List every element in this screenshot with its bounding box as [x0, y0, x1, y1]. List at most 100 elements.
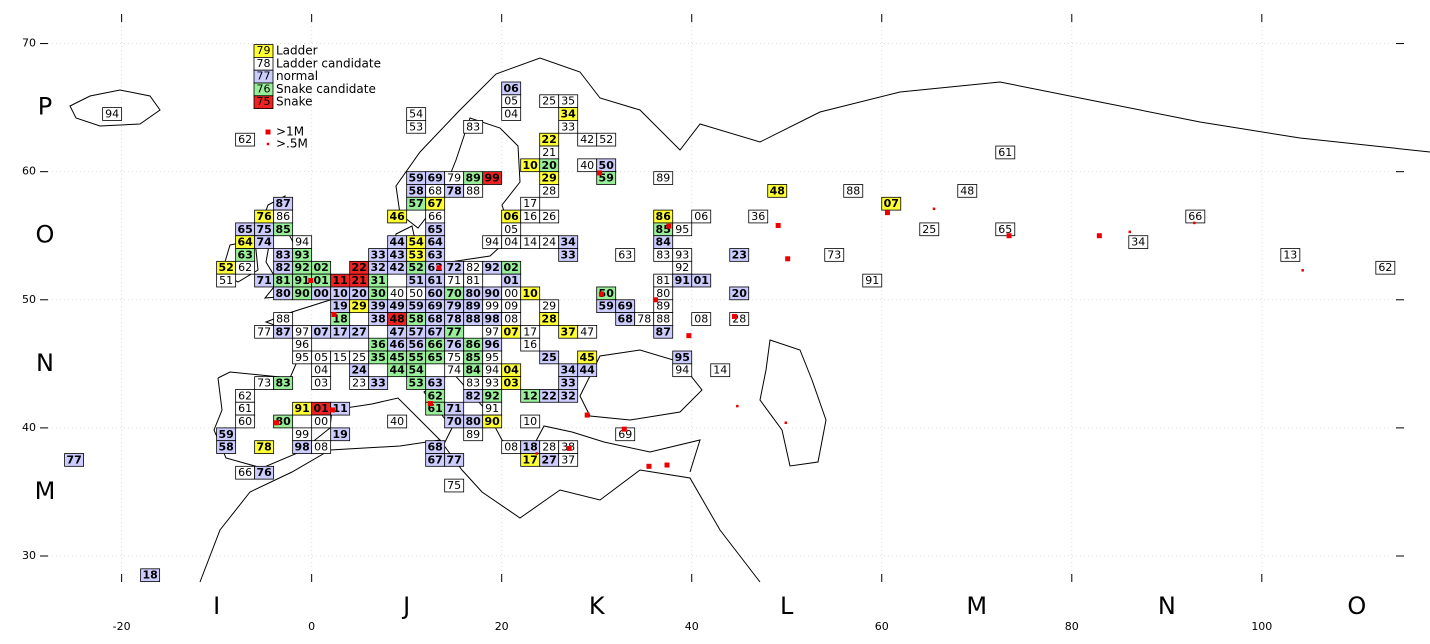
square-label: 75 [256, 223, 271, 236]
square-label: 01 [313, 274, 328, 287]
square-label: 36 [371, 338, 387, 351]
field-label: N [1158, 592, 1176, 620]
grid-square [501, 107, 522, 121]
square-label: 59 [409, 300, 424, 313]
square-label: 67 [428, 197, 443, 210]
square-label: 20 [352, 287, 368, 300]
square-label: 91 [485, 402, 499, 415]
black-sea [579, 349, 703, 421]
square-label: 90 [485, 287, 501, 300]
square-label: 12 [523, 389, 538, 402]
square-label: 29 [352, 300, 367, 313]
grid-square [311, 414, 332, 429]
square-label: 88 [656, 312, 670, 325]
square-label: 53 [409, 377, 424, 390]
city [598, 291, 604, 297]
square-label: 14 [523, 236, 537, 249]
square-label: 31 [371, 274, 386, 287]
square-label: 65 [237, 223, 252, 236]
square-label: 25 [922, 223, 936, 236]
grid-square [577, 324, 598, 339]
square-label: 84 [466, 364, 482, 377]
square-label: 25 [352, 351, 366, 364]
square-label: 22 [542, 389, 557, 402]
city [686, 333, 692, 339]
square-label: 03 [504, 377, 519, 390]
square-label: 62 [238, 389, 252, 402]
square-label: 83 [275, 248, 290, 261]
city [664, 462, 670, 468]
grid-square [311, 376, 332, 390]
legend-label: Ladder [276, 44, 318, 58]
grid-square [691, 273, 712, 288]
square-label: 07 [313, 325, 328, 338]
square-label: 29 [542, 172, 557, 185]
square-label: 93 [675, 248, 689, 261]
square-label: 16 [523, 338, 537, 351]
square-label: 35 [371, 351, 386, 364]
square-label: 36 [751, 210, 765, 223]
legend-sample: 78 [257, 57, 271, 70]
square-label: 90 [294, 287, 310, 300]
square-label: 28 [542, 312, 557, 325]
legend-city-label: >.5M [276, 137, 308, 151]
city [330, 407, 336, 413]
square-label: 68 [618, 312, 633, 325]
square-label: 91 [294, 402, 309, 415]
square-label: 77 [66, 453, 81, 466]
square-label: 16 [523, 210, 537, 223]
grid-square [596, 132, 617, 147]
square-label: 04 [504, 364, 520, 377]
grid-square [463, 427, 484, 442]
square-label: 82 [275, 261, 290, 274]
city [331, 312, 337, 318]
square-label: 60 [238, 415, 252, 428]
square-label: 86 [276, 210, 290, 223]
grid-square [843, 184, 864, 198]
city [584, 412, 590, 418]
caspian-sea [759, 339, 827, 467]
x-tick-label: 40 [685, 620, 699, 633]
grid-square [691, 209, 712, 224]
square-label: 63 [237, 248, 252, 261]
square-label: 76 [447, 338, 463, 351]
square-label: 47 [390, 325, 405, 338]
grid-square [558, 248, 579, 262]
grid-square [254, 235, 275, 249]
grid-square [235, 260, 256, 275]
square-label: 22 [542, 133, 557, 146]
square-label: 80 [466, 415, 482, 428]
square-label: 81 [466, 274, 480, 287]
city [597, 170, 603, 176]
x-tick-label: 20 [495, 620, 509, 633]
x-tick-label: -20 [113, 620, 131, 633]
square-label: 49 [390, 300, 405, 313]
square-label: 46 [390, 210, 406, 223]
square-label: 18 [523, 441, 538, 454]
square-label: 73 [257, 377, 271, 390]
city [775, 222, 781, 228]
square-label: 33 [371, 248, 386, 261]
square-label: 74 [256, 236, 272, 249]
square-label: 94 [105, 108, 119, 121]
square-label: 04 [314, 364, 328, 377]
legend-city-marker [266, 142, 270, 146]
square-label: 10 [523, 415, 537, 428]
grid-square [235, 132, 256, 147]
city [884, 210, 890, 216]
legend-swatch [253, 95, 274, 110]
square-label: 71 [447, 274, 461, 287]
grid-square [444, 478, 465, 493]
square-label: 59 [409, 172, 424, 185]
square-label: 46 [390, 338, 406, 351]
square-label: 54 [409, 108, 423, 121]
grid-square [216, 273, 237, 288]
square-label: 48 [770, 184, 785, 197]
square-label: 33 [561, 120, 575, 133]
square-label: 92 [485, 261, 500, 274]
grid-square [653, 324, 674, 339]
square-label: 20 [542, 159, 558, 172]
square-label: 18 [142, 569, 157, 582]
square-label: 89 [656, 172, 670, 185]
